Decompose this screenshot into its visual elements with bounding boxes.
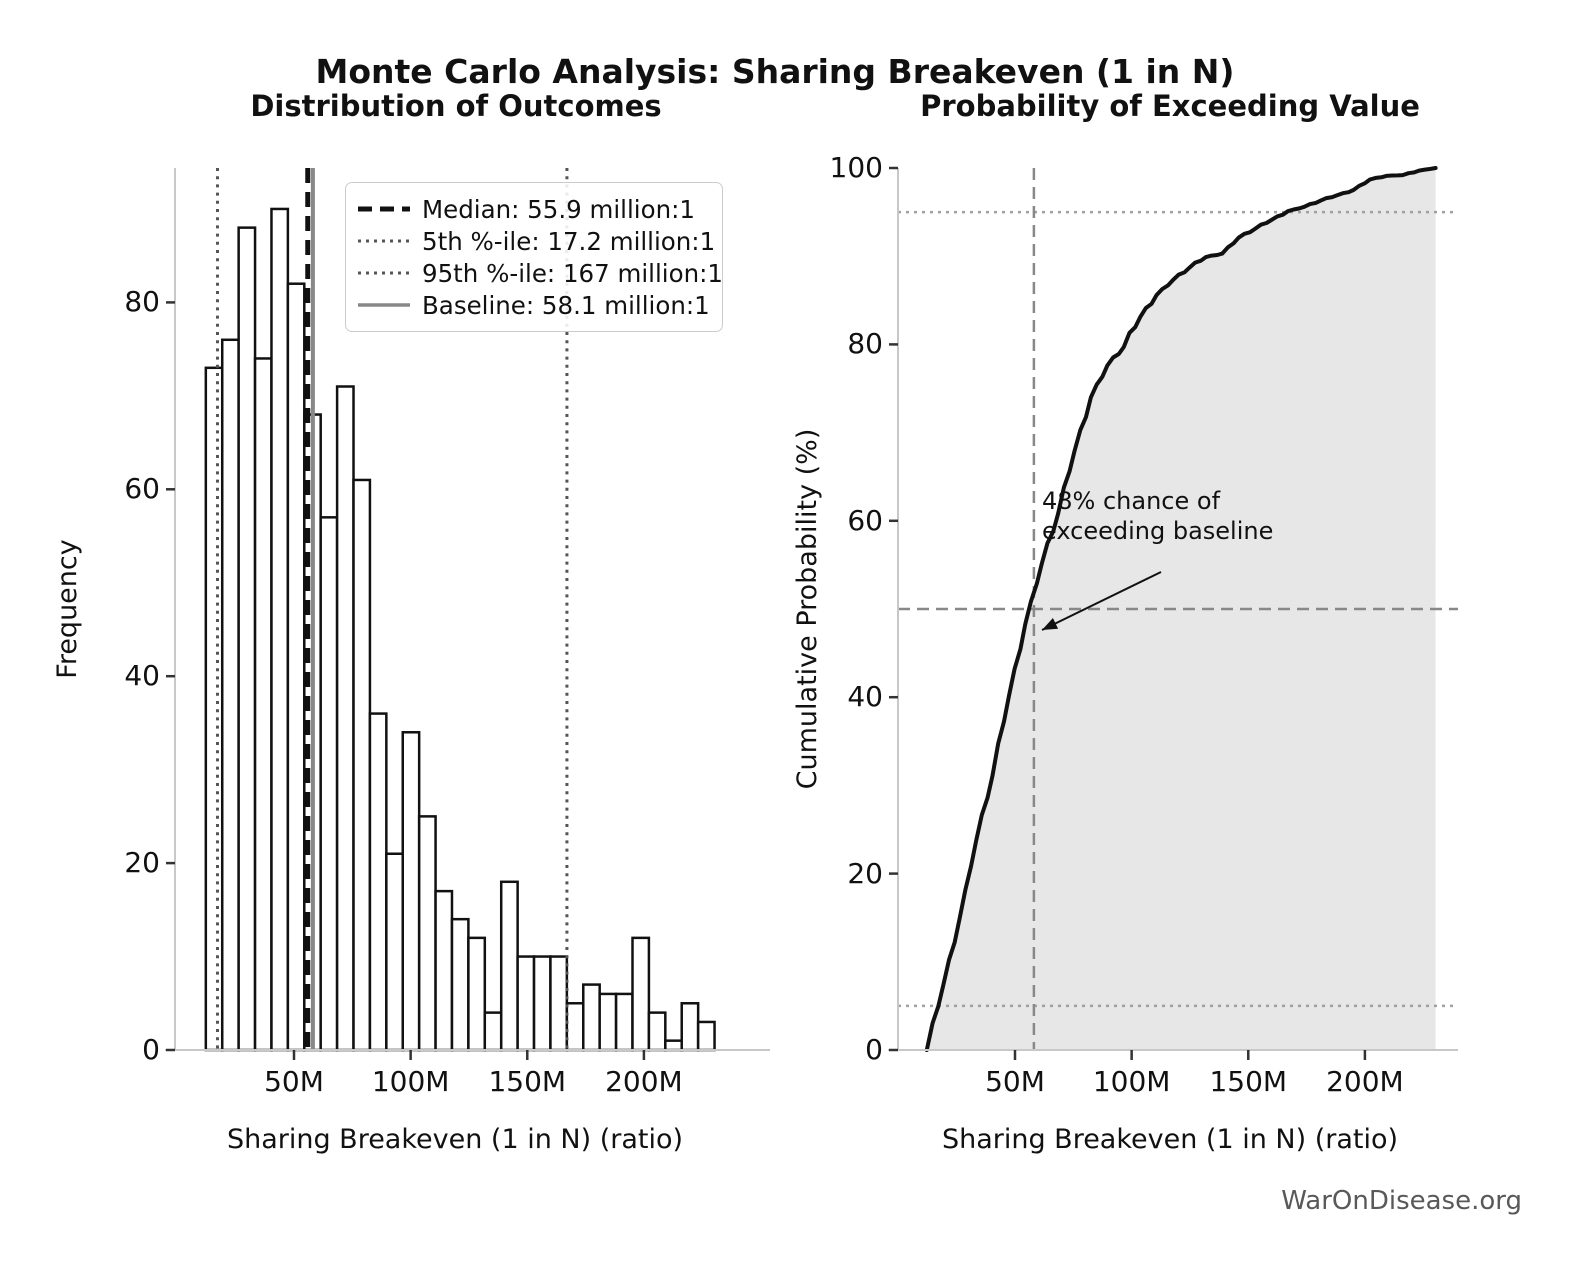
- cdf-y-tick-label: 40: [847, 680, 883, 714]
- p95-line-sample-icon: [358, 271, 410, 275]
- histogram-bar: [614, 992, 634, 1052]
- legend-label: Median: 55.9 million:1: [422, 194, 695, 224]
- histogram-xaxis-label: Sharing Breakeven (1 in N) (ratio): [226, 1124, 684, 1155]
- histogram-bar: [352, 478, 372, 1052]
- histogram-bar: [549, 955, 569, 1052]
- histogram-bar: [237, 226, 257, 1052]
- cdf-x-tick-label: 100M: [1092, 1065, 1171, 1098]
- histogram-bar: [582, 983, 601, 1052]
- histogram-bar: [253, 357, 273, 1052]
- hist-y-tick-label: 60: [124, 472, 160, 506]
- histogram-bar: [680, 1002, 700, 1052]
- cdf-curve: [924, 166, 1438, 1052]
- legend-label: 5th %-ile: 17.2 million:1: [422, 226, 716, 256]
- legend-label: Baseline: 58.1 million:1: [422, 290, 710, 320]
- annotation-arrowhead-icon: [1042, 618, 1059, 630]
- legend: Median: 55.9 million:1 5th %-ile: 17.2 m…: [345, 182, 723, 332]
- legend-item-median: Median: 55.9 million:1: [358, 193, 710, 225]
- histogram-bar: [499, 880, 519, 1052]
- histogram-bar: [220, 338, 240, 1052]
- histogram-bar: [467, 936, 487, 1052]
- cdf-x-tick-label: 200M: [1326, 1065, 1404, 1098]
- histogram-bar: [647, 1011, 667, 1052]
- legend-item-p95: 95th %-ile: 167 million:1: [358, 257, 723, 289]
- cdf-y-tick-label: 80: [847, 327, 883, 361]
- histogram-bar: [335, 385, 355, 1052]
- cdf-x-tick-label: 50M: [985, 1065, 1045, 1098]
- cdf-y-tick-label: 20: [847, 856, 883, 890]
- median-line-sample-icon: [358, 206, 410, 212]
- cdf-annotation-line1: 48% chance of: [1042, 487, 1221, 515]
- histogram-bar: [631, 936, 651, 1052]
- hist-y-tick-label: 40: [124, 659, 160, 693]
- histogram-bar: [286, 282, 306, 1052]
- hist-x-tick-label: 200M: [605, 1065, 683, 1098]
- histogram-yaxis-label: Frequency: [52, 539, 83, 679]
- hist-y-tick-label: 80: [124, 285, 160, 319]
- histogram-bar: [319, 516, 339, 1052]
- cdf-fill-area: [926, 168, 1436, 1050]
- figure-title: Monte Carlo Analysis: Sharing Breakeven …: [315, 52, 1235, 91]
- histogram-bar: [450, 917, 470, 1052]
- histogram-bar: [401, 731, 421, 1052]
- hist-x-tick-label: 50M: [264, 1065, 324, 1098]
- hist-x-tick-label: 100M: [371, 1065, 450, 1098]
- cdf-y-tick-label: 60: [847, 503, 883, 537]
- legend-item-baseline: Baseline: 58.1 million:1: [358, 289, 710, 321]
- histogram-bar: [270, 207, 290, 1052]
- cdf-yaxis-label: Cumulative Probability (%): [792, 428, 823, 790]
- histogram-bar: [516, 955, 536, 1052]
- histogram-bar: [532, 955, 552, 1052]
- histogram-bar: [598, 992, 618, 1052]
- hist-y-tick-label: 0: [142, 1033, 160, 1066]
- histogram-bar: [204, 366, 224, 1052]
- histogram-bar: [664, 1039, 683, 1052]
- cdf-title: Probability of Exceeding Value: [920, 89, 1420, 123]
- histogram-bar: [368, 712, 388, 1052]
- p5-line-sample-icon: [358, 239, 410, 243]
- watermark: WarOnDisease.org: [1281, 1186, 1522, 1216]
- hist-x-tick-label: 150M: [488, 1065, 567, 1098]
- legend-label: 95th %-ile: 167 million:1: [422, 258, 723, 288]
- cdf-xaxis-label: Sharing Breakeven (1 in N) (ratio): [941, 1124, 1399, 1155]
- histogram-bar: [434, 889, 454, 1052]
- annotation-arrow-shaft: [1041, 571, 1162, 631]
- cdf-y-tick-label: 0: [865, 1033, 883, 1066]
- histogram-bar: [696, 1020, 716, 1052]
- histogram-bar: [385, 852, 405, 1052]
- histogram-title: Distribution of Outcomes: [250, 89, 662, 123]
- histogram-bar: [483, 1011, 503, 1052]
- histogram-bar: [565, 1002, 585, 1052]
- histogram-bar: [417, 815, 437, 1052]
- cdf-annotation-line2: exceeding baseline: [1042, 517, 1274, 545]
- cdf-y-tick-label: 100: [829, 151, 883, 184]
- legend-item-p5: 5th %-ile: 17.2 million:1: [358, 225, 715, 257]
- baseline-line-sample-icon: [358, 303, 410, 307]
- hist-y-tick-label: 20: [124, 846, 160, 880]
- cdf-x-tick-label: 150M: [1209, 1065, 1288, 1098]
